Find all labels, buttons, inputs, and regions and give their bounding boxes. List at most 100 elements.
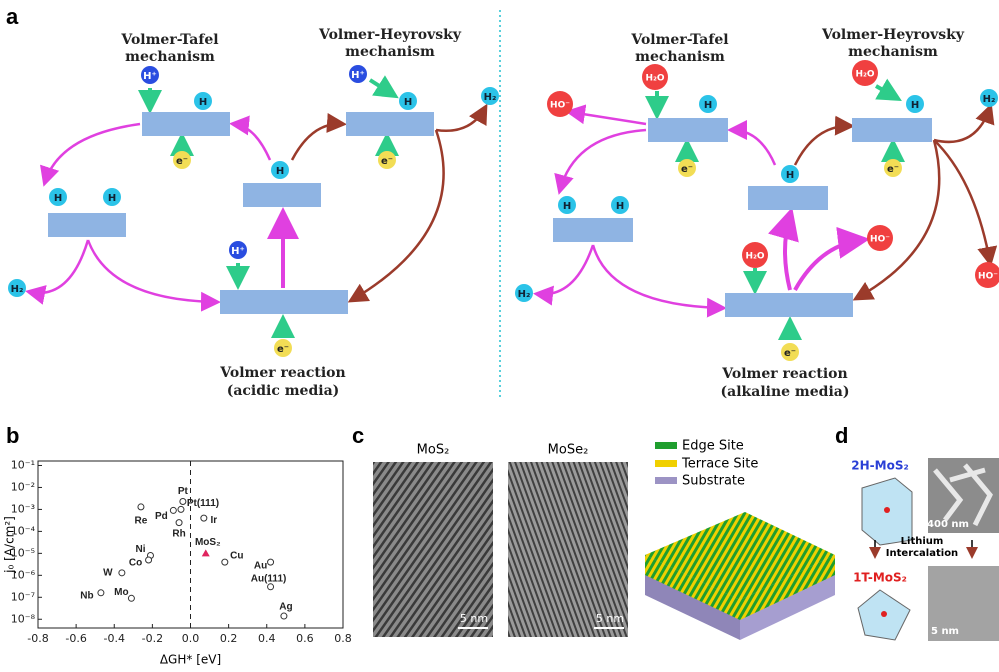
point-label: Pd <box>155 511 168 522</box>
species-label: H₂ <box>11 284 24 295</box>
species-label: H <box>276 166 284 177</box>
image-title: MoS₂ <box>417 443 450 458</box>
panel-c: MoS₂ MoSe₂ 5 nm 5 nm Edge Site Terrace S… <box>373 439 835 641</box>
species-label: HO⁻ <box>870 235 890 245</box>
species-label: H₂O <box>745 252 764 262</box>
data-point <box>138 504 144 510</box>
species-label: HO⁻ <box>978 272 998 282</box>
image-title: MoSe₂ <box>548 443 589 458</box>
species-label: H₂O <box>855 70 874 80</box>
panel-d: 2H-MoS₂ 400 nm Lithium Intercalation 1T-… <box>851 458 999 641</box>
species-label: H <box>108 193 116 204</box>
diagram-arrows <box>30 10 990 400</box>
y-axis-label: j₀ [A/cm²] <box>3 516 17 574</box>
species-label: e⁻ <box>381 156 393 167</box>
mechanism-title: mechanism <box>848 44 938 60</box>
x-tick-label: 0.4 <box>258 632 276 645</box>
reaction-caption: (acidic media) <box>227 383 340 399</box>
species-label: H <box>786 170 794 181</box>
data-point <box>268 584 274 590</box>
x-tick-label: 0.6 <box>296 632 314 645</box>
point-label: Re <box>135 516 148 527</box>
point-label: Nb <box>80 590 93 601</box>
y-tick-label: 10⁻⁷ <box>11 590 35 603</box>
species-label: H <box>404 97 412 108</box>
point-label: Ag <box>279 602 292 613</box>
point-label: Au(111) <box>251 573 287 584</box>
species-label: H <box>911 100 919 111</box>
species-label: H <box>704 100 712 111</box>
species-label: e⁻ <box>681 164 693 175</box>
panel-label: b <box>6 423 19 448</box>
point-label: Mo <box>114 587 128 598</box>
process-label: Intercalation <box>886 548 958 559</box>
point-label: Rh <box>172 528 185 539</box>
data-point <box>146 557 152 563</box>
species-label: H <box>199 97 207 108</box>
scale-bar-label: 5 nm <box>460 612 488 625</box>
species-label: H₂O <box>645 74 664 84</box>
point-label: W <box>103 567 113 578</box>
data-point <box>201 515 207 521</box>
figure: Volmer-Tafel mechanism Volmer-Heyrovsky … <box>0 0 999 672</box>
species-label: H₂ <box>484 92 497 103</box>
species-label: H <box>54 193 62 204</box>
phase-label: 1T-MoS₂ <box>853 571 907 585</box>
mechanism-title: mechanism <box>345 44 435 60</box>
point-label: Pt <box>178 486 189 497</box>
data-point <box>170 507 176 513</box>
x-tick-label: 0.8 <box>334 632 352 645</box>
species-label: H⁺ <box>231 246 245 257</box>
species-label: e⁻ <box>887 164 899 175</box>
data-point <box>281 613 287 619</box>
x-tick-label: -0.8 <box>27 632 48 645</box>
data-point <box>128 595 134 601</box>
data-point <box>98 590 104 596</box>
data-point <box>119 570 125 576</box>
panel-label: c <box>352 423 364 448</box>
data-point <box>178 506 184 512</box>
species-label: e⁻ <box>784 348 796 359</box>
y-tick-label: 10⁻¹ <box>11 458 35 471</box>
x-tick-label: 0.0 <box>182 632 200 645</box>
scale-bar-label: 5 nm <box>931 626 959 637</box>
mechanism-title: mechanism <box>125 49 215 65</box>
species-label: H⁺ <box>351 70 365 81</box>
species-label: H <box>616 201 624 212</box>
species-label: HO⁻ <box>550 101 570 111</box>
point-label: Ni <box>135 544 145 555</box>
panel-label: a <box>6 4 19 29</box>
process-label: Lithium <box>901 536 944 547</box>
mechanism-title: Volmer-Tafel <box>120 32 218 48</box>
legend-label: Edge Site <box>682 439 744 454</box>
mechanism-title: Volmer-Heyrovsky <box>318 27 462 43</box>
point-label: Ir <box>211 515 218 526</box>
tem-image <box>508 462 628 637</box>
species-label: H₂ <box>518 289 531 300</box>
phase-label: 2H-MoS₂ <box>851 459 908 473</box>
data-point <box>176 520 182 526</box>
species-label: H <box>563 201 571 212</box>
species-label: e⁻ <box>277 344 289 355</box>
species-label: e⁻ <box>176 156 188 167</box>
data-point <box>180 498 186 504</box>
tem-image <box>373 462 493 637</box>
scale-bar-label: 5 nm <box>596 612 624 625</box>
species-label: H⁺ <box>143 71 157 82</box>
mechanism-title: mechanism <box>635 49 725 65</box>
mechanism-title: Volmer-Tafel <box>630 32 728 48</box>
legend-label: Substrate <box>682 474 745 489</box>
highlight-point <box>202 549 210 556</box>
species-label: H₂ <box>983 94 996 105</box>
point-label: Cu <box>230 551 243 562</box>
reaction-caption: Volmer reaction <box>721 366 847 382</box>
point-label: Co <box>129 558 142 569</box>
reaction-caption: (alkaline media) <box>721 384 850 400</box>
y-tick-label: 10⁻⁸ <box>11 612 36 625</box>
x-tick-label: -0.4 <box>104 632 125 645</box>
x-axis-label: ΔGH* [eV] <box>160 653 221 667</box>
legend-label: Terrace Site <box>681 457 758 472</box>
mechanism-title: Volmer-Heyrovsky <box>821 27 965 43</box>
panel-label: d <box>835 423 848 448</box>
highlight-label: MoS₂ <box>195 537 221 548</box>
